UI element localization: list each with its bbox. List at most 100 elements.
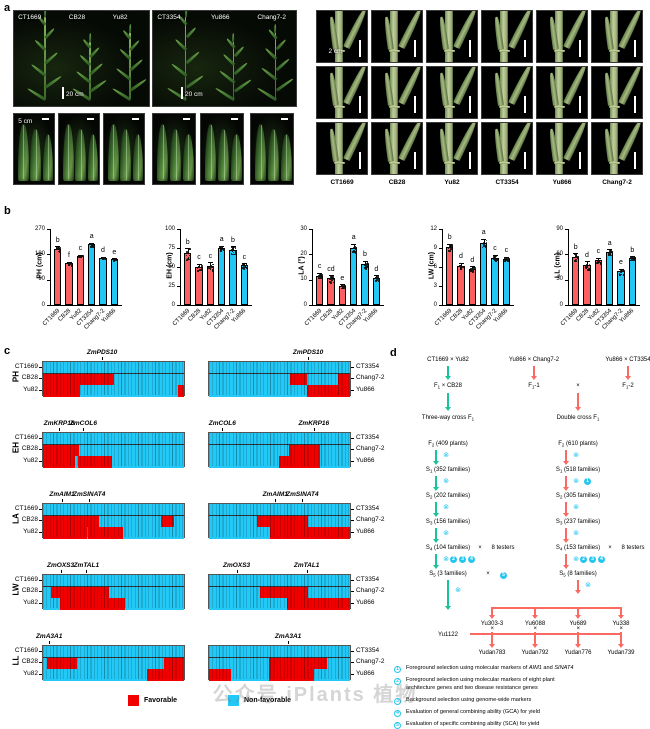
leaf-blade: [183, 134, 194, 182]
heatmap-row: [43, 456, 184, 468]
three-way-cross: Three-way cross F1: [422, 415, 474, 421]
scale-bar-label: 20 cm: [185, 91, 203, 98]
plant-leaf: [275, 77, 293, 91]
key-text-3: Background selection using genome-wide m…: [406, 697, 531, 703]
significance-letter: cd: [320, 266, 342, 273]
heatmap-row: [209, 527, 350, 539]
y-tick-label: 0: [23, 302, 45, 308]
bar-cb28: [65, 263, 72, 305]
heatmap-row: [209, 669, 350, 681]
heatmap-row: [209, 504, 350, 516]
stem-photo: [536, 122, 588, 175]
key-badge-4: 4: [394, 710, 401, 717]
heatmap-row: [209, 516, 350, 528]
scale-bar: [524, 96, 526, 113]
leaf-blade: [108, 124, 119, 182]
plant-leaf: [129, 39, 140, 50]
stem-leaf-blade: [398, 66, 423, 105]
heatmap-cell-favorable: [43, 527, 87, 539]
stem-photo: [371, 10, 423, 63]
arrow-right-gen-4-head: [563, 565, 569, 569]
stem-leaf-blade: [563, 122, 588, 161]
y-tick-label: 270: [23, 226, 45, 232]
y-tick: [47, 280, 50, 281]
self-pollination-icon: ⊗: [442, 530, 450, 538]
y-axis: [568, 229, 569, 305]
bar-yu82: [207, 266, 214, 305]
significance-letter: e: [103, 249, 125, 256]
final-cross-symbol: ×: [486, 571, 490, 577]
arrow-right-s5: [577, 580, 579, 590]
gene-label: ZmAIM1: [263, 491, 288, 498]
heatmap-cell-favorable: [164, 658, 184, 670]
leaf-photo: [58, 113, 100, 185]
y-tick: [439, 305, 442, 306]
step-badge-4: 4: [598, 556, 605, 563]
heatmap-block: [208, 432, 351, 467]
leaf-blade: [157, 124, 168, 182]
heatmap-row: [209, 587, 350, 599]
error-bar-cap: [596, 258, 601, 259]
data-point: [451, 244, 453, 246]
y-tick: [309, 229, 312, 230]
legend-swatch-favorable: [128, 695, 139, 706]
heatmap-cell-favorable: [289, 445, 320, 457]
plant-photo-label: CT1669: [18, 14, 41, 21]
scale-bar: [231, 118, 238, 120]
leaf-photo: 5 cm: [13, 113, 55, 185]
row-tick: [351, 662, 354, 663]
step-badge-3: 3: [459, 556, 466, 563]
gene-label: ZmSINAT4: [286, 491, 318, 498]
left-generation-4: S4 (104 families): [426, 545, 470, 551]
leaf-blade: [75, 129, 86, 182]
data-point: [585, 267, 587, 269]
y-tick: [47, 229, 50, 230]
stem-leaf-blade: [398, 122, 423, 161]
right-generation-0: F2 (610 plants): [558, 441, 597, 447]
data-point: [378, 280, 380, 282]
bar-chart-ll: 0 30 60 90 LL (cm) b CT1669 d CB28 c Yu82 a CT3354 e C…: [538, 211, 650, 341]
plant-leaf: [130, 78, 147, 91]
scale-bar: [181, 87, 183, 100]
leaf-blade: [18, 124, 29, 182]
row-tick: [39, 520, 42, 521]
self-pollination-icon: ⊗: [572, 452, 580, 460]
gene-tick: [86, 570, 87, 573]
bar-cb28: [457, 266, 464, 305]
heatmap-cell-favorable: [338, 374, 350, 386]
key-badge-1: 1: [394, 666, 401, 673]
plant-photo: CT3354 Yu866 Chang7-2 20 cm: [152, 10, 297, 107]
arrow-left-gen-0-head: [433, 461, 439, 465]
heatmap-cell-favorable: [88, 527, 123, 539]
heatmap-block: [42, 574, 185, 609]
data-point: [449, 250, 451, 252]
row-tick: [351, 532, 354, 533]
plant-photo-label: Chang7-2: [257, 14, 286, 21]
data-point: [246, 267, 248, 269]
heatmap-cell-favorable: [47, 658, 77, 670]
data-point: [462, 266, 464, 268]
row-tick: [39, 580, 42, 581]
row-tick: [39, 591, 42, 592]
gene-tick: [302, 499, 303, 502]
y-tick: [565, 280, 568, 281]
data-point: [197, 270, 199, 272]
right-generation-4: S4 (153 families): [556, 545, 600, 551]
row-tick: [39, 378, 42, 379]
data-point: [623, 270, 625, 272]
heatmap-row-label: CB28: [4, 516, 38, 523]
stem-leaf-blade: [398, 10, 423, 49]
heatmap-row: [43, 362, 184, 374]
plant-leaf: [185, 75, 203, 89]
heatmap-row-divider: [43, 657, 184, 658]
gene-tick: [288, 641, 289, 644]
data-point: [220, 250, 222, 252]
arrow-left-gen-4: [435, 554, 437, 565]
pedigree-horizontal-line: [492, 607, 621, 609]
self-pollination-icon: ⊗: [572, 530, 580, 538]
heatmap-cell-favorable: [269, 658, 328, 670]
significance-letter: d: [365, 266, 387, 273]
stem-photo: [481, 122, 533, 175]
plant-tassel: [129, 24, 131, 33]
heatmap-row: [209, 433, 350, 445]
